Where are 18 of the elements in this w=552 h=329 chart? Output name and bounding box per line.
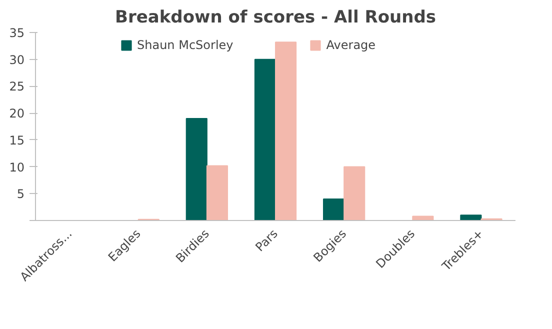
y-tick-label: 30	[9, 52, 25, 67]
bar	[412, 216, 434, 220]
legend-label: Average	[326, 38, 376, 52]
chart-title: Breakdown of scores - All Rounds	[114, 8, 436, 28]
bar	[344, 166, 366, 220]
bar	[186, 118, 208, 220]
bar	[460, 214, 482, 220]
bar	[275, 42, 297, 220]
bar	[254, 58, 276, 220]
y-tick-label: 5	[16, 187, 25, 202]
y-tick-label: 25	[9, 80, 25, 94]
y-tick-label: 15	[9, 133, 25, 148]
y-tick-label: 35	[9, 26, 25, 40]
legend-label: Shaun McSorley	[137, 38, 234, 52]
y-tick-label: 10	[9, 160, 25, 174]
y-tick-label: 20	[9, 106, 25, 121]
bar	[323, 198, 345, 220]
bar	[206, 165, 228, 220]
